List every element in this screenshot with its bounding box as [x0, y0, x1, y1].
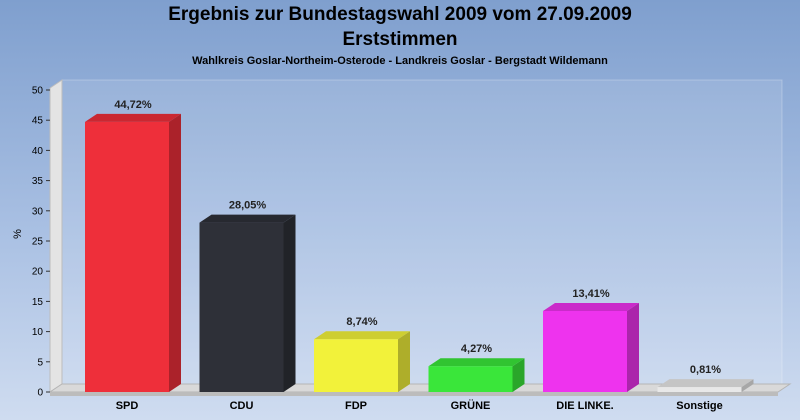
bar-top-face — [657, 379, 754, 388]
x-tick-label: DIE LINKE. — [556, 400, 613, 412]
x-axis: SPD CDU FDP GRÜNE DIE LINKE. Sonstige — [116, 399, 723, 412]
bar-value-label: 0,81% — [690, 364, 721, 376]
bar-top-face — [314, 331, 410, 340]
x-tick-label: CDU — [230, 400, 254, 412]
y-tick-label: 5 — [37, 357, 43, 368]
bar-value-label: 44,72% — [114, 99, 152, 111]
x-tick-label: Sonstige — [676, 400, 722, 412]
x-tick-label: GRÜNE — [451, 399, 491, 412]
bar-gr-ne: 4,27% — [428, 343, 525, 392]
bar-front-face — [657, 387, 742, 392]
bar-spd: 44,72% — [85, 99, 181, 392]
bar-fdp: 8,74% — [314, 316, 410, 392]
bar-side-face — [169, 113, 181, 392]
bar-side-face — [398, 331, 410, 392]
bar-top-face — [199, 214, 296, 223]
y-tick-label: 15 — [32, 297, 44, 308]
bar-value-label: 4,27% — [461, 343, 492, 355]
y-axis-label: % — [12, 229, 24, 239]
bar-cdu: 28,05% — [199, 200, 296, 392]
y-axis: 0 5 10 15 20 25 30 35 40 45 50 — [32, 86, 50, 399]
y-tick-label: 10 — [32, 327, 44, 338]
plot-floor-edge — [50, 392, 778, 396]
bar-front-face — [199, 222, 284, 392]
bar-front-face — [428, 366, 513, 392]
y-tick-label: 35 — [32, 176, 44, 187]
y-tick-label: 20 — [32, 267, 44, 278]
chart-caption: Wahlkreis Goslar-Northeim-Osterode - Lan… — [192, 55, 608, 67]
bar-front-face — [543, 311, 627, 392]
bar-top-face — [85, 113, 181, 122]
x-tick-label: SPD — [116, 400, 139, 412]
y-tick-label: 50 — [32, 86, 44, 97]
y-tick-label: 45 — [32, 116, 44, 127]
bar-front-face — [85, 121, 169, 392]
y-tick-label: 0 — [37, 388, 43, 399]
bar-value-label: 28,05% — [229, 200, 267, 212]
x-tick-label: FDP — [345, 400, 367, 412]
plot-side-wall — [49, 79, 63, 393]
bar-sonstige: 0,81% — [657, 364, 754, 392]
bar-side-face — [512, 358, 525, 392]
bar-value-label: 8,74% — [346, 316, 377, 328]
bar-front-face — [314, 339, 398, 392]
chart-subtitle: Erststimmen — [342, 29, 458, 50]
bar-side-face — [741, 379, 754, 392]
y-tick-label: 25 — [32, 237, 44, 248]
bar-side-face — [627, 303, 639, 392]
y-tick-label: 40 — [32, 146, 44, 157]
y-tick-label: 30 — [32, 206, 44, 217]
bar-side-face — [283, 214, 296, 392]
bar-die-linke: 13,41% — [543, 288, 639, 392]
bar-top-face — [428, 358, 525, 367]
bars-group: 44,72% 28,05% 8,74% 4,27% 13,41% 0,81% — [85, 99, 754, 392]
chart-title: Ergebnis zur Bundestagswahl 2009 vom 27.… — [168, 4, 632, 25]
bar-value-label: 13,41% — [572, 288, 610, 300]
bar-top-face — [543, 303, 639, 312]
